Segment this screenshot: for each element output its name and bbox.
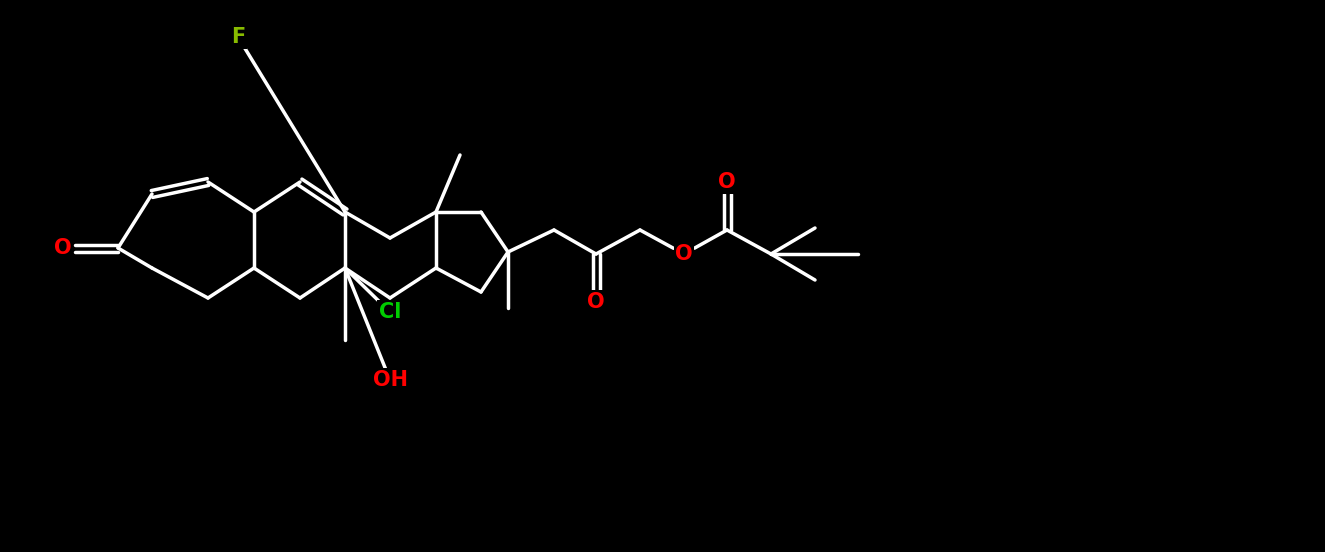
Text: O: O [54, 238, 72, 258]
Text: O: O [676, 244, 693, 264]
Text: O: O [587, 292, 604, 312]
Text: Cl: Cl [379, 302, 401, 322]
Text: O: O [718, 172, 735, 192]
Text: F: F [231, 27, 245, 47]
Text: OH: OH [372, 370, 408, 390]
